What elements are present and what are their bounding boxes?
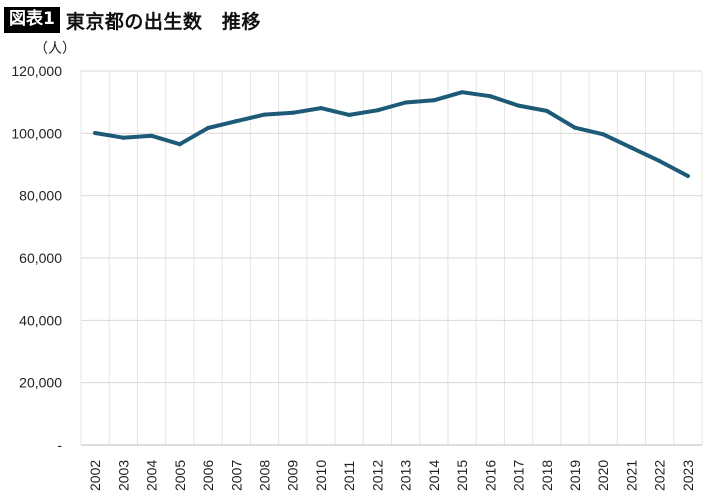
x-tick-label: 2016 bbox=[482, 460, 498, 491]
data-point bbox=[206, 126, 211, 131]
x-tick-label: 2015 bbox=[454, 460, 470, 491]
x-tick-label: 2006 bbox=[200, 460, 216, 491]
y-tick-label: 20,000 bbox=[19, 375, 62, 391]
y-axis-unit-label: （人） bbox=[34, 41, 76, 57]
x-tick-label: 2013 bbox=[398, 460, 414, 491]
x-tick-label: 2020 bbox=[595, 460, 611, 491]
data-point bbox=[375, 108, 380, 113]
data-point bbox=[657, 159, 662, 164]
data-point bbox=[262, 112, 267, 117]
chart-title: 東京都の出生数 推移 bbox=[65, 10, 261, 33]
data-point bbox=[121, 135, 126, 140]
x-tick-label: 2008 bbox=[256, 460, 272, 491]
x-tick-label: 2009 bbox=[285, 460, 301, 491]
series-group bbox=[93, 90, 690, 179]
x-tick-label: 2022 bbox=[652, 460, 668, 491]
x-tick-label: 2003 bbox=[115, 460, 131, 491]
data-point bbox=[93, 131, 98, 136]
x-tick-label: 2012 bbox=[369, 460, 385, 491]
data-point bbox=[149, 133, 154, 138]
y-axis-ticks: - 20,000 40,000 60,000 80,000 100,000 120,000 bbox=[11, 63, 62, 453]
x-tick-label: 2017 bbox=[511, 460, 527, 491]
x-tick-label: 2019 bbox=[567, 460, 583, 491]
data-point bbox=[290, 110, 295, 115]
data-point bbox=[460, 90, 465, 95]
data-point bbox=[403, 100, 408, 105]
y-tick-label: 120,000 bbox=[11, 63, 62, 79]
data-point bbox=[544, 108, 549, 113]
y-tick-label: - bbox=[57, 437, 62, 453]
y-tick-label: 60,000 bbox=[19, 250, 62, 266]
data-point bbox=[516, 103, 521, 108]
x-tick-label: 2021 bbox=[623, 460, 639, 491]
data-point bbox=[431, 98, 436, 103]
data-point bbox=[601, 132, 606, 137]
x-tick-label: 2005 bbox=[172, 460, 188, 491]
x-tick-label: 2007 bbox=[228, 460, 244, 491]
y-tick-label: 80,000 bbox=[19, 188, 62, 204]
data-point bbox=[318, 106, 323, 111]
gridlines bbox=[80, 70, 703, 446]
data-point bbox=[685, 174, 690, 179]
data-point bbox=[572, 125, 577, 130]
y-tick-label: 40,000 bbox=[19, 312, 62, 328]
x-axis-ticks: 2002 2003 2004 2005 2006 2007 2008 2009 2010 2011… bbox=[87, 460, 696, 491]
data-point bbox=[488, 94, 493, 99]
data-point bbox=[629, 145, 634, 150]
x-tick-label: 2014 bbox=[426, 460, 442, 491]
x-tick-label: 2002 bbox=[87, 460, 103, 491]
title-row: 図表1 東京都の出生数 推移 bbox=[4, 6, 261, 34]
data-point bbox=[347, 112, 352, 117]
data-point bbox=[234, 119, 239, 124]
x-tick-label: 2010 bbox=[313, 460, 329, 491]
x-tick-label: 2004 bbox=[144, 460, 160, 491]
x-tick-label: 2018 bbox=[539, 460, 555, 491]
x-tick-label: 2011 bbox=[341, 461, 357, 491]
figure-badge: 図表1 bbox=[4, 7, 60, 33]
y-tick-label: 100,000 bbox=[11, 125, 62, 141]
x-tick-label: 2023 bbox=[680, 460, 696, 491]
series-line bbox=[93, 90, 690, 178]
data-point bbox=[177, 142, 182, 147]
